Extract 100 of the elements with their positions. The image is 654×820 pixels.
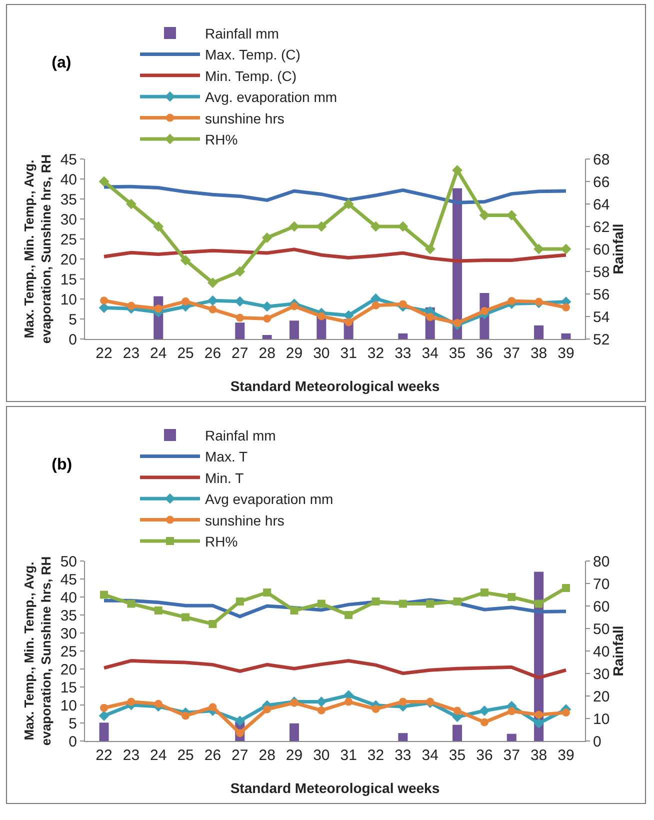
point [154,606,162,614]
x-tick-label: 33 [394,747,412,764]
bar [452,188,462,339]
bar [99,722,109,741]
point [100,296,108,305]
x-tick-label: 24 [150,345,167,362]
x-tick-label: 27 [232,345,248,362]
line-series [102,658,568,680]
point [127,698,136,706]
point [100,590,108,599]
y-tick-label: 40 [60,589,77,606]
y2-tick-label: 50 [593,620,610,638]
y-tick-label: 20 [60,661,77,678]
y2-tick-label: 52 [593,331,610,348]
x-tick-label: 39 [558,747,574,764]
y2-tick-label: 0 [593,733,602,750]
y-tick-label: 25 [60,643,77,660]
point [98,176,110,187]
y2-tick-label: 60 [593,598,610,616]
x-tick-label: 38 [530,345,548,362]
point [398,698,407,706]
point [452,165,462,176]
y-axis-title: Max. Temp., Min. Temp., Avg. evaporation, Sunshine hrs, RH [21,154,54,344]
legend-label: RH% [205,533,238,550]
point [262,301,272,312]
point [208,620,217,628]
point [372,704,380,713]
y-tick-label: 15 [60,271,77,288]
point [343,198,354,210]
point [289,221,300,232]
point [154,700,162,708]
x-tick-label: 38 [530,747,548,764]
legend-label: Avg. evaporation mm [205,89,338,106]
point [263,705,272,714]
legend-label: Min. T [205,470,244,486]
point [344,611,353,619]
point [290,606,298,614]
point [534,710,543,719]
point [398,600,407,608]
point [372,301,380,310]
point [100,704,108,712]
y2-tick-label: 40 [593,643,610,660]
point [234,296,246,307]
point [263,588,272,596]
y-tick-label: 45 [60,151,77,168]
y2-tick-label: 58 [593,264,610,281]
y-tick-label: 45 [60,571,77,588]
x-tick-label: 37 [503,747,520,764]
x-tick-label: 37 [503,345,520,362]
point [316,221,327,232]
bar [289,320,299,339]
point [453,598,462,606]
point [182,613,190,622]
x-tick-label: 32 [367,345,384,362]
legend-label: Avg evaporation mm [205,491,334,508]
x-tick-label: 35 [448,747,466,764]
x-tick-label: 22 [96,345,112,362]
y-tick-label: 40 [60,171,77,188]
y2-tick-label: 70 [593,576,610,593]
y-tick-label: 5 [68,715,77,732]
y-axis-title: Max. Temp., Min. Temp., Avg. evaporation, Sunshine hrs, RH [21,556,54,746]
point [344,318,353,326]
x-tick-label: 23 [122,345,140,362]
y2-tick-label: 54 [593,308,610,326]
x-tick-label: 22 [96,747,112,764]
x-tick-label: 30 [313,747,330,764]
legend-label: Rainfall mm [205,25,279,42]
x-tick-label: 36 [476,747,493,764]
y-tick-label: 25 [60,231,77,248]
legend-label: sunshine hrs [205,110,284,126]
y2-tick-label: 10 [593,710,610,728]
point [370,221,381,232]
point [236,314,244,322]
y-tick-label: 0 [68,331,77,348]
y2-axis-title: Rainfall [610,626,626,676]
point [426,313,434,321]
x-axis-title: Standard Meteorological weeks [230,780,440,796]
x-tick-label: 30 [313,345,330,362]
y-tick-label: 30 [60,625,77,642]
point [127,600,136,608]
point [180,255,191,266]
x-tick-label: 34 [422,747,438,764]
x-tick-label: 31 [340,345,357,362]
point [126,198,136,210]
y-tick-label: 35 [60,191,77,208]
y2-tick-label: 64 [593,196,610,214]
point [562,584,570,592]
x-tick-label: 28 [258,345,276,362]
point [154,304,162,313]
x-tick-label: 39 [558,345,574,362]
bar [289,723,299,741]
x-tick-label: 26 [204,747,222,764]
point [398,300,407,308]
bar [398,733,408,741]
point [508,297,516,305]
x-tick-label: 23 [122,747,140,764]
point [208,305,217,314]
point [562,303,570,312]
y-tick-label: 0 [68,733,77,750]
point [426,600,434,608]
